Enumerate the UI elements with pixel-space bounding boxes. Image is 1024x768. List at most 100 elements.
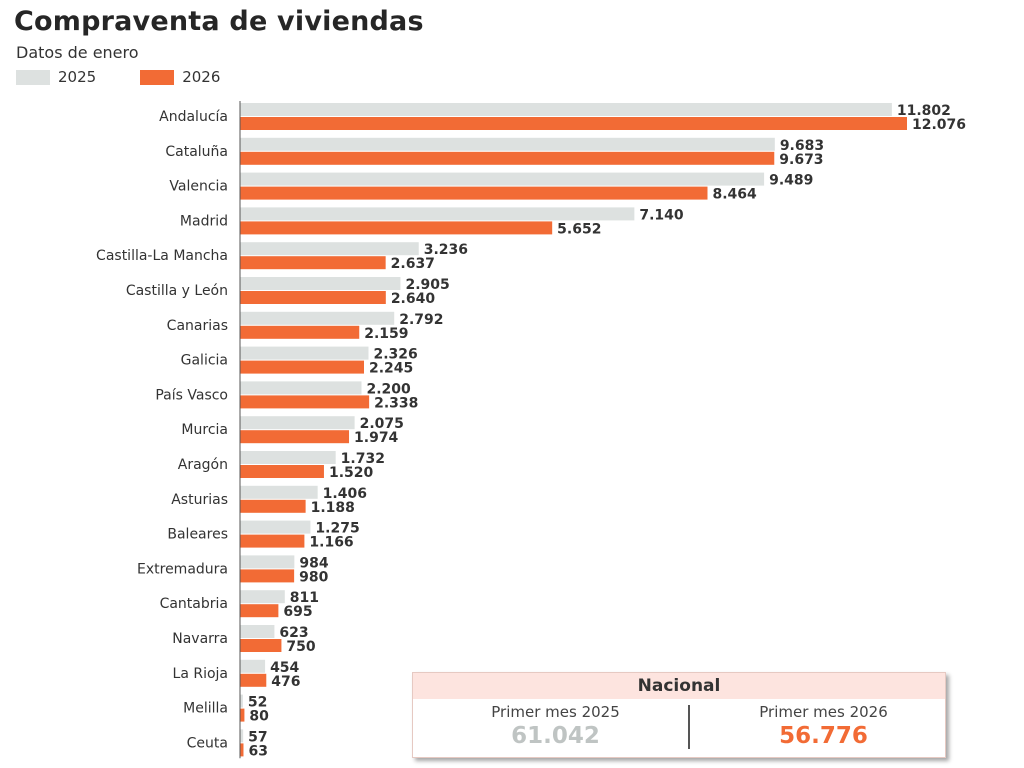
category-label-canarias: Canarias	[167, 318, 228, 334]
value-label-2026-cataluna: 9.673	[779, 152, 823, 168]
value-label-2026-galicia: 2.245	[369, 361, 413, 377]
value-label-2026-cantabria: 695	[283, 604, 312, 620]
value-label-2025-galicia: 2.326	[373, 347, 417, 363]
bar-2026-navarra	[240, 639, 282, 652]
value-label-2025-cataluna: 9.683	[780, 138, 824, 154]
value-label-2025-madrid: 7.140	[639, 207, 684, 223]
bar-2025-cataluna	[240, 137, 775, 151]
value-label-2025-extremadura: 984	[299, 555, 328, 571]
bar-2025-valencia	[240, 172, 765, 186]
value-label-2025-valencia: 9.489	[769, 173, 813, 189]
bar-2026-melilla	[240, 708, 245, 722]
value-label-2026-canarias: 2.159	[364, 326, 408, 342]
bar-2026-madrid	[240, 221, 553, 235]
category-label-castilla-la-mancha: Castilla-La Mancha	[96, 248, 228, 264]
chart-subtitle: Datos de enero	[16, 43, 139, 62]
value-label-2026-melilla: 80	[249, 709, 269, 725]
legend-swatch-2026	[140, 69, 175, 85]
value-label-2025-cantabria: 811	[290, 590, 319, 606]
bar-2025-castilla-y-leon	[240, 277, 401, 290]
value-label-2025-melilla: 52	[248, 695, 267, 711]
value-label-2026-ceuta: 63	[248, 743, 267, 759]
value-label-2025-ceuta: 57	[248, 729, 267, 745]
national-2026-label: Primer mes 2026	[759, 703, 888, 721]
category-label-galicia: Galicia	[181, 353, 228, 369]
bar-2025-andalucia	[240, 103, 892, 116]
value-label-2026-la-rioja: 476	[271, 674, 300, 690]
category-label-aragon: Aragón	[178, 457, 228, 473]
category-label-ceuta: Ceuta	[187, 735, 228, 751]
bar-2026-galicia	[240, 360, 364, 374]
legend-label-2026: 2026	[182, 68, 221, 86]
value-label-2026-aragon: 1.520	[329, 465, 374, 481]
bar-2025-asturias	[240, 485, 318, 499]
category-label-cantabria: Cantabria	[160, 596, 228, 612]
value-label-2025-andalucia: 11.802	[897, 103, 951, 119]
national-title: Nacional	[413, 673, 945, 699]
bar-2026-murcia	[240, 430, 350, 444]
value-label-2025-pais-vasco: 2.200	[367, 381, 412, 397]
bar-2025-castilla-la-mancha	[240, 242, 419, 256]
bar-2026-ceuta	[240, 743, 244, 757]
legend-swatch-2025	[16, 69, 50, 85]
category-label-murcia: Murcia	[181, 422, 228, 438]
value-label-2025-canarias: 2.792	[399, 312, 443, 328]
category-label-navarra: Navarra	[172, 631, 228, 647]
category-label-extremadura: Extremadura	[137, 561, 228, 577]
bar-2025-melilla	[240, 694, 243, 708]
value-label-2026-castilla-y-leon: 2.640	[391, 291, 436, 307]
bar-2025-canarias	[240, 311, 395, 325]
bar-2026-cantabria	[240, 604, 279, 618]
value-label-2026-madrid: 5.652	[557, 221, 601, 237]
bar-2025-madrid	[240, 207, 635, 221]
bar-2026-valencia	[240, 186, 708, 200]
value-label-2026-murcia: 1.974	[354, 430, 399, 446]
value-label-2026-baleares: 1.166	[309, 535, 353, 551]
category-label-baleares: Baleares	[167, 527, 228, 543]
category-label-melilla: Melilla	[183, 701, 228, 717]
bar-2025-galicia	[240, 346, 369, 360]
bar-2026-extremadura	[240, 569, 295, 583]
national-2026-value: 56.776	[779, 723, 868, 749]
legend: 2025 2026	[16, 68, 264, 86]
value-label-2026-pais-vasco: 2.338	[374, 395, 418, 411]
bar-2025-la-rioja	[240, 659, 266, 673]
category-label-andalucia: Andalucía	[159, 109, 228, 125]
category-label-valencia: Valencia	[169, 179, 228, 195]
bar-2025-ceuta	[240, 729, 244, 743]
category-label-pais-vasco: País Vasco	[155, 387, 228, 403]
chart-title: Compraventa de viviendas	[14, 6, 424, 37]
value-label-2025-la-rioja: 454	[270, 660, 299, 676]
bar-2026-andalucia	[240, 117, 907, 130]
bar-2025-extremadura	[240, 555, 295, 569]
bar-2026-castilla-la-mancha	[240, 256, 386, 270]
legend-item-2026: 2026	[140, 68, 220, 86]
value-label-2025-castilla-y-leon: 2.905	[405, 277, 449, 293]
value-label-2025-castilla-la-mancha: 3.236	[424, 242, 468, 258]
legend-label-2025: 2025	[58, 68, 97, 86]
bar-2025-cantabria	[240, 590, 285, 604]
bar-2025-aragon	[240, 451, 336, 464]
bar-2025-murcia	[240, 416, 355, 430]
national-2026-column: Primer mes 2026 56.776	[691, 703, 956, 749]
bar-2025-navarra	[240, 625, 275, 638]
bar-2025-baleares	[240, 520, 311, 534]
bar-2026-cataluna	[240, 151, 775, 165]
bar-2026-castilla-y-leon	[240, 291, 386, 304]
national-divider	[688, 705, 690, 749]
national-2025-value: 61.042	[511, 723, 600, 749]
value-label-2025-murcia: 2.075	[360, 416, 404, 432]
national-2025-label: Primer mes 2025	[491, 703, 620, 721]
bar-2025-pais-vasco	[240, 381, 362, 395]
category-label-madrid: Madrid	[180, 213, 228, 229]
value-label-2026-extremadura: 980	[299, 569, 328, 585]
value-label-2025-asturias: 1.406	[323, 486, 367, 502]
bar-2026-la-rioja	[240, 673, 267, 687]
value-label-2026-valencia: 8.464	[712, 187, 757, 203]
bar-2026-pais-vasco	[240, 395, 370, 409]
bar-2026-asturias	[240, 499, 306, 513]
category-label-castilla-y-leon: Castilla y León	[126, 283, 228, 299]
value-label-2025-aragon: 1.732	[341, 451, 385, 467]
bar-2026-canarias	[240, 325, 360, 339]
